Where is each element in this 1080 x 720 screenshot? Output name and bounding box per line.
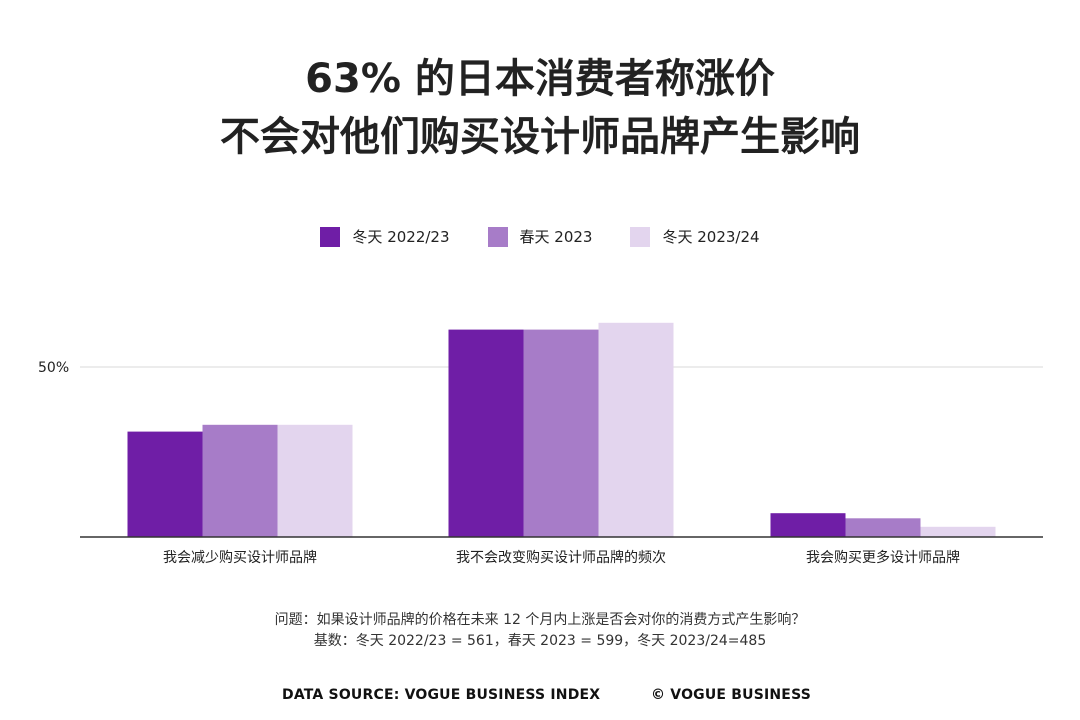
bar-2-series-3 <box>598 322 674 537</box>
data-source-label: DATA SOURCE: VOGUE BUSINESS INDEX <box>282 687 601 703</box>
bar-2-series-1 <box>448 329 524 537</box>
legend-item-series-1: 冬天 2022/23 <box>320 226 450 247</box>
bar-3-series-2 <box>845 518 921 537</box>
bar-1-series-2 <box>202 424 278 537</box>
x-tick-label-2: 我不会改变购买设计师品牌的频次 <box>456 549 666 566</box>
y-tick-label-0: 50% <box>38 360 69 376</box>
x-tick-label-3: 我会购买更多设计师品牌 <box>806 549 960 566</box>
legend-swatch-series-1 <box>320 226 341 247</box>
bar-2-series-2 <box>523 329 599 537</box>
chart-title-line1: 63% 的日本消费者称涨价 <box>305 56 775 102</box>
bar-1-series-1 <box>127 431 203 537</box>
chart-title-line2: 不会对他们购买设计师品牌产生影响 <box>220 114 860 160</box>
legend-label-series-2: 春天 2023 <box>519 228 593 246</box>
copyright-label: © VOGUE BUSINESS <box>651 687 812 703</box>
bar-1-series-3 <box>277 424 353 537</box>
legend-label-series-3: 冬天 2023/24 <box>662 228 760 246</box>
chart-legend: 冬天 2022/23 春天 2023 冬天 2023/24 <box>0 226 1080 247</box>
bar-3-series-1 <box>770 513 846 537</box>
legend-label-series-1: 冬天 2022/23 <box>352 228 450 246</box>
legend-swatch-series-2 <box>487 226 508 247</box>
chart-title: 63% 的日本消费者称涨价 不会对他们购买设计师品牌产生影响 <box>0 50 1080 166</box>
legend-item-series-2: 春天 2023 <box>487 226 593 247</box>
legend-item-series-3: 冬天 2023/24 <box>630 226 760 247</box>
legend-swatch-series-3 <box>630 226 651 247</box>
x-tick-label-1: 我会减少购买设计师品牌 <box>163 549 317 566</box>
footnote-base: 基数：冬天 2022/23 = 561，春天 2023 = 599，冬天 202… <box>313 633 767 649</box>
bar-3-series-3 <box>920 526 996 537</box>
chart-footnote: 问题：如果设计师品牌的价格在未来 12 个月内上涨是否会对你的消费方式产生影响？… <box>0 610 1080 652</box>
footnote-question: 问题：如果设计师品牌的价格在未来 12 个月内上涨是否会对你的消费方式产生影响？ <box>274 612 806 628</box>
